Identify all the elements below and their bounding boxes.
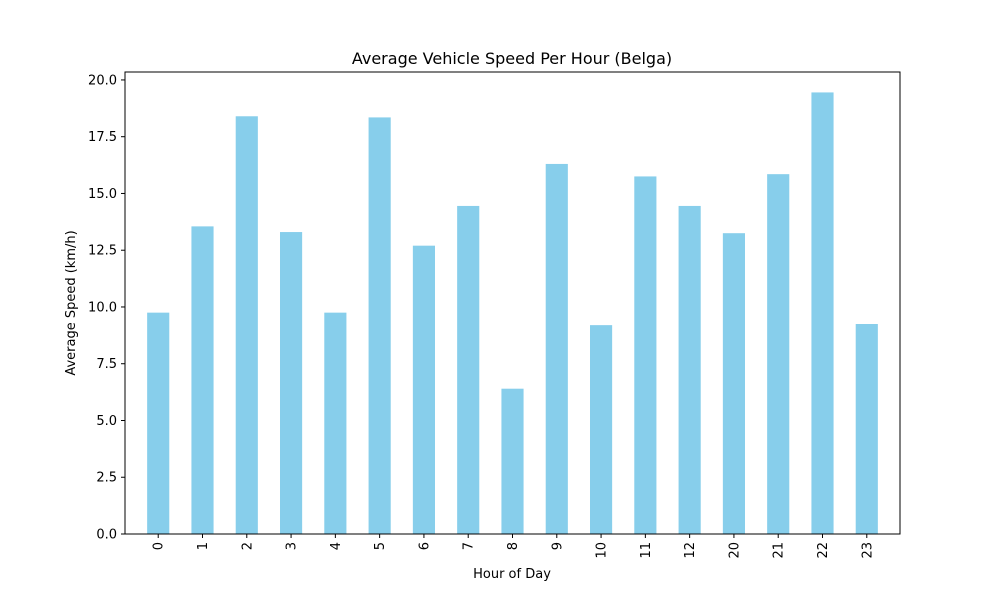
bar-hour-1: [191, 226, 214, 535]
x-tick-label: 12: [683, 542, 698, 559]
bar-hour-21: [767, 174, 790, 534]
x-tick-label: 6: [417, 542, 432, 550]
bar-hour-0: [147, 312, 170, 534]
x-tick-label: 7: [462, 542, 477, 550]
y-tick-label: 2.5: [96, 471, 117, 486]
y-tick-label: 15.0: [88, 187, 117, 202]
x-axis-label: Hour of Day: [473, 567, 551, 582]
x-tick-label: 11: [639, 542, 654, 559]
x-tick-label: 23: [860, 542, 875, 559]
x-tick-label: 20: [727, 542, 742, 559]
x-tick-label: 22: [816, 542, 831, 559]
bar-hour-5: [368, 117, 391, 535]
x-tick-label: 8: [506, 542, 521, 550]
x-tick-label: 4: [329, 542, 344, 550]
y-tick-label: 5.0: [96, 414, 117, 429]
x-axis: 0 1 2 3 4 5 6 7 8 9 10 11 12 20 21 22 23: [152, 534, 875, 559]
bar-hour-7: [457, 205, 480, 534]
x-tick-label: 21: [772, 542, 787, 559]
y-axis: 0.0 2.5 5.0 7.5 10.0 12.5 15.0 17.5 20.0: [88, 73, 125, 543]
x-tick-label: 10: [595, 542, 610, 559]
bar-hour-11: [634, 176, 657, 534]
bar-hour-20: [722, 233, 745, 534]
bar-hour-6: [412, 245, 435, 535]
chart-title: Average Vehicle Speed Per Hour (Belga): [352, 49, 672, 68]
x-tick-label: 5: [373, 542, 388, 550]
bar-hour-22: [811, 92, 834, 534]
x-tick-label: 0: [152, 542, 167, 550]
bar-hour-12: [678, 205, 701, 534]
bar-hour-8: [501, 388, 524, 534]
bar-hour-23: [855, 324, 878, 534]
y-tick-label: 17.5: [88, 130, 117, 145]
y-tick-label: 10.0: [88, 300, 117, 315]
bar-hour-3: [280, 232, 303, 534]
x-tick-label: 9: [550, 542, 565, 550]
x-tick-label: 2: [240, 542, 255, 550]
bars-group: [147, 92, 878, 535]
bar-hour-9: [545, 163, 568, 534]
bar-hour-2: [235, 116, 258, 535]
bar-hour-4: [324, 312, 347, 534]
y-tick-label: 12.5: [88, 244, 117, 259]
y-axis-label: Average Speed (km/h): [64, 230, 79, 375]
y-tick-label: 7.5: [96, 357, 117, 372]
y-tick-label: 20.0: [88, 73, 117, 88]
y-tick-label: 0.0: [96, 528, 117, 543]
x-tick-label: 3: [285, 542, 300, 550]
bar-hour-10: [590, 325, 613, 534]
x-tick-label: 1: [196, 542, 211, 550]
